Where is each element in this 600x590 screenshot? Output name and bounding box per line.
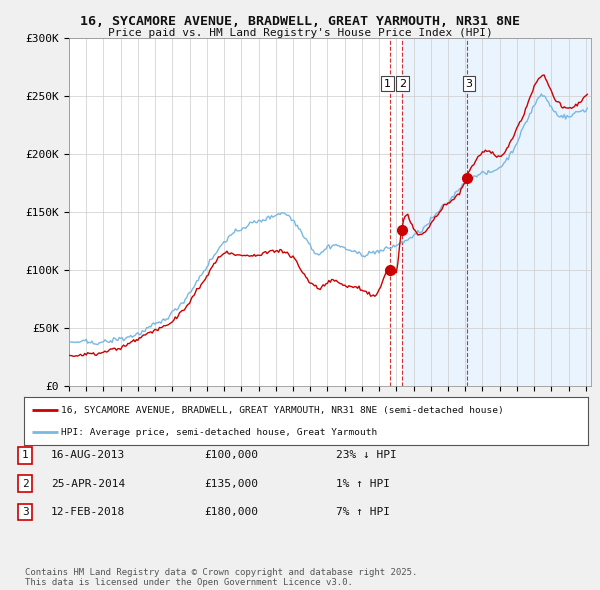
Text: Price paid vs. HM Land Registry's House Price Index (HPI): Price paid vs. HM Land Registry's House … [107,28,493,38]
Text: 16, SYCAMORE AVENUE, BRADWELL, GREAT YARMOUTH, NR31 8NE (semi-detached house): 16, SYCAMORE AVENUE, BRADWELL, GREAT YAR… [61,406,503,415]
Text: 1: 1 [22,451,29,460]
Text: 1% ↑ HPI: 1% ↑ HPI [336,479,390,489]
Text: 2: 2 [399,78,406,88]
Text: 16-AUG-2013: 16-AUG-2013 [51,451,125,460]
Text: 3: 3 [22,507,29,517]
Text: Contains HM Land Registry data © Crown copyright and database right 2025.
This d: Contains HM Land Registry data © Crown c… [25,568,418,587]
Text: £135,000: £135,000 [204,479,258,489]
Text: 2: 2 [22,479,29,489]
Text: £180,000: £180,000 [204,507,258,517]
Text: 23% ↓ HPI: 23% ↓ HPI [336,451,397,460]
Text: 7% ↑ HPI: 7% ↑ HPI [336,507,390,517]
Text: 12-FEB-2018: 12-FEB-2018 [51,507,125,517]
Text: HPI: Average price, semi-detached house, Great Yarmouth: HPI: Average price, semi-detached house,… [61,428,377,437]
Text: 3: 3 [466,78,473,88]
Text: 1: 1 [384,78,391,88]
Text: 16, SYCAMORE AVENUE, BRADWELL, GREAT YARMOUTH, NR31 8NE: 16, SYCAMORE AVENUE, BRADWELL, GREAT YAR… [80,15,520,28]
Bar [402,38,595,386]
Text: 25-APR-2014: 25-APR-2014 [51,479,125,489]
Text: £100,000: £100,000 [204,451,258,460]
